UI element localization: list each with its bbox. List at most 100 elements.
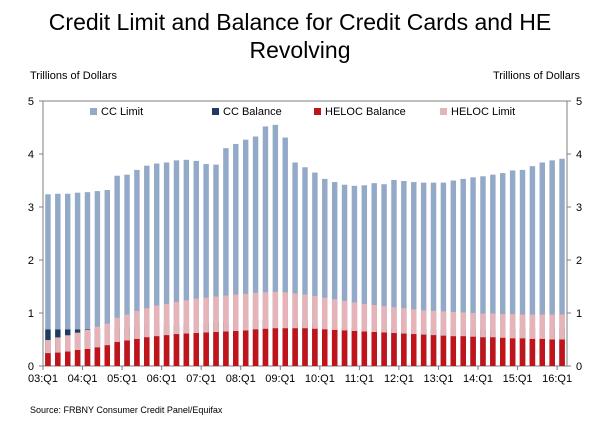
bar-cc-limit bbox=[55, 193, 61, 330]
bar-heloc-limit bbox=[450, 311, 457, 337]
bar-heloc-limit bbox=[292, 293, 298, 329]
bar-cc-limit bbox=[460, 178, 466, 330]
x-tick-label: 06:Q1 bbox=[147, 373, 177, 385]
bar-cc-limit bbox=[331, 182, 338, 327]
bar-heloc-balance bbox=[272, 328, 279, 366]
x-tick-label: 14:Q1 bbox=[463, 373, 493, 385]
legend-swatch bbox=[440, 108, 447, 115]
x-tick-label: 10:Q1 bbox=[305, 373, 335, 385]
legend-label: HELOC Balance bbox=[325, 106, 406, 118]
bar-heloc-limit bbox=[144, 308, 150, 338]
bar-cc-limit bbox=[470, 177, 476, 330]
bar-cc-limit bbox=[144, 165, 150, 326]
x-tick-label: 09:Q1 bbox=[265, 373, 295, 385]
bar-heloc-limit bbox=[519, 314, 526, 339]
bar-heloc-balance bbox=[144, 337, 150, 366]
bar-heloc-balance bbox=[411, 334, 417, 366]
x-tick-label: 05:Q1 bbox=[107, 373, 137, 385]
bar-cc-limit bbox=[163, 162, 170, 326]
bar-heloc-limit bbox=[420, 310, 427, 335]
bar-heloc-limit bbox=[440, 311, 447, 336]
bar-heloc-limit bbox=[470, 313, 476, 337]
y-tick-label-left: 0 bbox=[28, 361, 34, 373]
bar-heloc-balance bbox=[440, 335, 447, 366]
bar-heloc-balance bbox=[213, 332, 219, 366]
bar-cc-limit bbox=[242, 139, 249, 321]
legend-swatch bbox=[314, 108, 321, 115]
bar-cc-limit bbox=[64, 193, 71, 330]
bar-heloc-limit bbox=[529, 314, 536, 339]
chart-title: Credit Limit and Balance for Credit Card… bbox=[48, 9, 552, 63]
bar-heloc-balance bbox=[193, 333, 199, 366]
y-tick-label-left: 3 bbox=[28, 202, 34, 214]
bar-heloc-balance bbox=[490, 337, 496, 366]
x-tick-label: 12:Q1 bbox=[384, 373, 414, 385]
bar-heloc-limit bbox=[391, 307, 397, 334]
bar-heloc-limit bbox=[203, 297, 209, 333]
bar-heloc-balance bbox=[331, 329, 338, 366]
bar-heloc-balance bbox=[500, 337, 506, 366]
bar-heloc-balance bbox=[282, 328, 288, 366]
bar-cc-limit bbox=[252, 136, 259, 321]
bar-heloc-limit bbox=[282, 292, 288, 329]
bar-heloc-limit bbox=[341, 300, 348, 331]
bar-heloc-limit bbox=[213, 296, 219, 333]
bar-cc-limit bbox=[529, 166, 536, 329]
x-tick-label: 04:Q1 bbox=[68, 373, 98, 385]
bar-heloc-limit bbox=[312, 296, 318, 329]
bar-cc-limit bbox=[272, 124, 279, 320]
bar-heloc-balance bbox=[480, 337, 486, 366]
x-tick-label: 08:Q1 bbox=[226, 373, 256, 385]
bar-cc-limit bbox=[322, 178, 328, 326]
bar-heloc-limit bbox=[322, 297, 328, 330]
bar-heloc-balance bbox=[163, 335, 170, 366]
bar-heloc-limit bbox=[64, 335, 71, 352]
bar-heloc-balance bbox=[361, 331, 368, 366]
bar-cc-limit bbox=[84, 192, 91, 330]
bar-heloc-balance bbox=[292, 328, 298, 366]
bar-heloc-limit bbox=[460, 312, 466, 337]
bar-cc-limit bbox=[292, 162, 298, 323]
bar-heloc-limit bbox=[104, 323, 110, 346]
bar-heloc-limit bbox=[490, 313, 496, 338]
bar-cc-limit bbox=[500, 173, 506, 330]
bar-heloc-limit bbox=[124, 314, 130, 341]
y-tick-label-right: 2 bbox=[576, 255, 582, 267]
bar-cc-limit bbox=[361, 185, 368, 329]
bar-heloc-limit bbox=[549, 314, 555, 340]
bar-heloc-balance bbox=[401, 333, 407, 366]
bar-cc-limit bbox=[440, 182, 447, 330]
bar-heloc-limit bbox=[381, 306, 387, 333]
bar-heloc-limit bbox=[480, 313, 486, 338]
bar-heloc-balance bbox=[460, 336, 466, 366]
bar-heloc-limit bbox=[361, 303, 368, 332]
bar-cc-limit bbox=[213, 164, 219, 323]
bar-cc-limit bbox=[94, 191, 101, 329]
y-tick-label-left: 5 bbox=[28, 96, 34, 108]
bar-cc-limit bbox=[153, 163, 160, 326]
bar-heloc-balance bbox=[183, 333, 190, 366]
y-tick-label-left: 4 bbox=[28, 149, 34, 161]
bar-heloc-limit bbox=[331, 299, 338, 330]
bar-heloc-balance bbox=[519, 338, 526, 366]
bar-heloc-balance bbox=[94, 347, 101, 366]
bar-cc-limit bbox=[193, 160, 199, 324]
bar-heloc-limit bbox=[411, 309, 417, 335]
y-tick-label-left: 1 bbox=[28, 308, 34, 320]
bar-heloc-limit bbox=[500, 314, 506, 338]
bar-heloc-balance bbox=[124, 340, 130, 366]
bar-cc-limit bbox=[430, 182, 437, 330]
bar-cc-limit bbox=[509, 170, 516, 329]
bar-heloc-balance bbox=[173, 334, 180, 366]
bar-heloc-balance bbox=[371, 332, 377, 366]
y-tick-label-right: 4 bbox=[576, 149, 582, 161]
y-tick-label-right: 3 bbox=[576, 202, 582, 214]
bar-cc-limit bbox=[519, 169, 526, 329]
bar-heloc-balance bbox=[64, 351, 71, 366]
bar-heloc-balance bbox=[45, 353, 51, 366]
x-tick-label: 16:Q1 bbox=[542, 373, 572, 385]
bar-heloc-limit bbox=[233, 294, 239, 332]
bar-cc-limit bbox=[124, 174, 130, 328]
bar-cc-limit bbox=[480, 176, 486, 330]
